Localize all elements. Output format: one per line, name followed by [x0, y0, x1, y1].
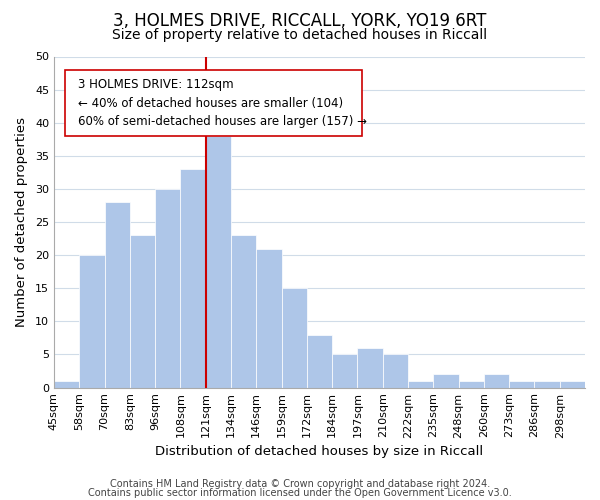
Bar [181, 169, 206, 388]
Bar [256, 248, 281, 388]
Text: Contains public sector information licensed under the Open Government Licence v3: Contains public sector information licen… [88, 488, 512, 498]
Bar [535, 381, 560, 388]
Bar [358, 348, 383, 388]
Bar [509, 381, 535, 388]
Bar [484, 374, 509, 388]
Bar [458, 381, 484, 388]
Y-axis label: Number of detached properties: Number of detached properties [15, 117, 28, 327]
Bar [79, 255, 104, 388]
Bar [231, 236, 256, 388]
FancyBboxPatch shape [65, 70, 362, 136]
Bar [281, 288, 307, 388]
Bar [560, 381, 585, 388]
Bar [433, 374, 458, 388]
Bar [206, 136, 231, 388]
Text: 3 HOLMES DRIVE: 112sqm
← 40% of detached houses are smaller (104)
60% of semi-de: 3 HOLMES DRIVE: 112sqm ← 40% of detached… [78, 78, 367, 128]
Bar [332, 354, 358, 388]
X-axis label: Distribution of detached houses by size in Riccall: Distribution of detached houses by size … [155, 444, 484, 458]
Bar [155, 189, 181, 388]
Bar [307, 334, 332, 388]
Bar [408, 381, 433, 388]
Text: Contains HM Land Registry data © Crown copyright and database right 2024.: Contains HM Land Registry data © Crown c… [110, 479, 490, 489]
Bar [383, 354, 408, 388]
Bar [104, 202, 130, 388]
Bar [54, 381, 79, 388]
Bar [130, 236, 155, 388]
Text: Size of property relative to detached houses in Riccall: Size of property relative to detached ho… [112, 28, 488, 42]
Text: 3, HOLMES DRIVE, RICCALL, YORK, YO19 6RT: 3, HOLMES DRIVE, RICCALL, YORK, YO19 6RT [113, 12, 487, 30]
